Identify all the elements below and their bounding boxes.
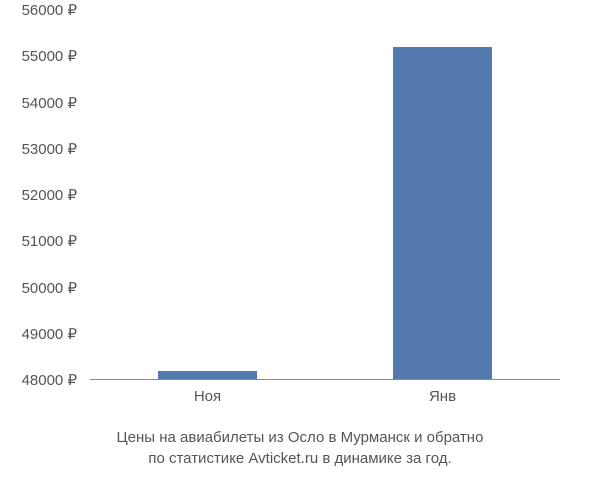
bars-container: [90, 10, 560, 380]
y-tick-label: 50000 ₽: [22, 279, 77, 297]
x-axis-labels: Ноя Янв: [90, 388, 560, 413]
y-tick-label: 52000 ₽: [22, 186, 77, 204]
x-tick-label: Янв: [429, 388, 456, 405]
y-tick-label: 49000 ₽: [22, 325, 77, 343]
bar: [393, 47, 492, 380]
x-tick-label: Ноя: [194, 388, 221, 405]
y-tick-label: 55000 ₽: [22, 47, 77, 65]
caption-line-2: по статистике Avticket.ru в динамике за …: [148, 450, 451, 467]
y-tick-label: 48000 ₽: [22, 371, 77, 389]
y-tick-label: 56000 ₽: [22, 1, 77, 19]
caption-line-1: Цены на авиабилеты из Осло в Мурманск и …: [117, 429, 484, 446]
y-tick-label: 51000 ₽: [22, 232, 77, 250]
x-axis-line: [90, 379, 560, 380]
chart-plot-area: [90, 10, 560, 380]
y-axis-labels: 48000 ₽49000 ₽50000 ₽51000 ₽52000 ₽53000…: [0, 10, 85, 380]
chart-caption: Цены на авиабилеты из Осло в Мурманск и …: [0, 427, 600, 471]
y-tick-label: 53000 ₽: [22, 140, 77, 158]
y-tick-label: 54000 ₽: [22, 94, 77, 112]
